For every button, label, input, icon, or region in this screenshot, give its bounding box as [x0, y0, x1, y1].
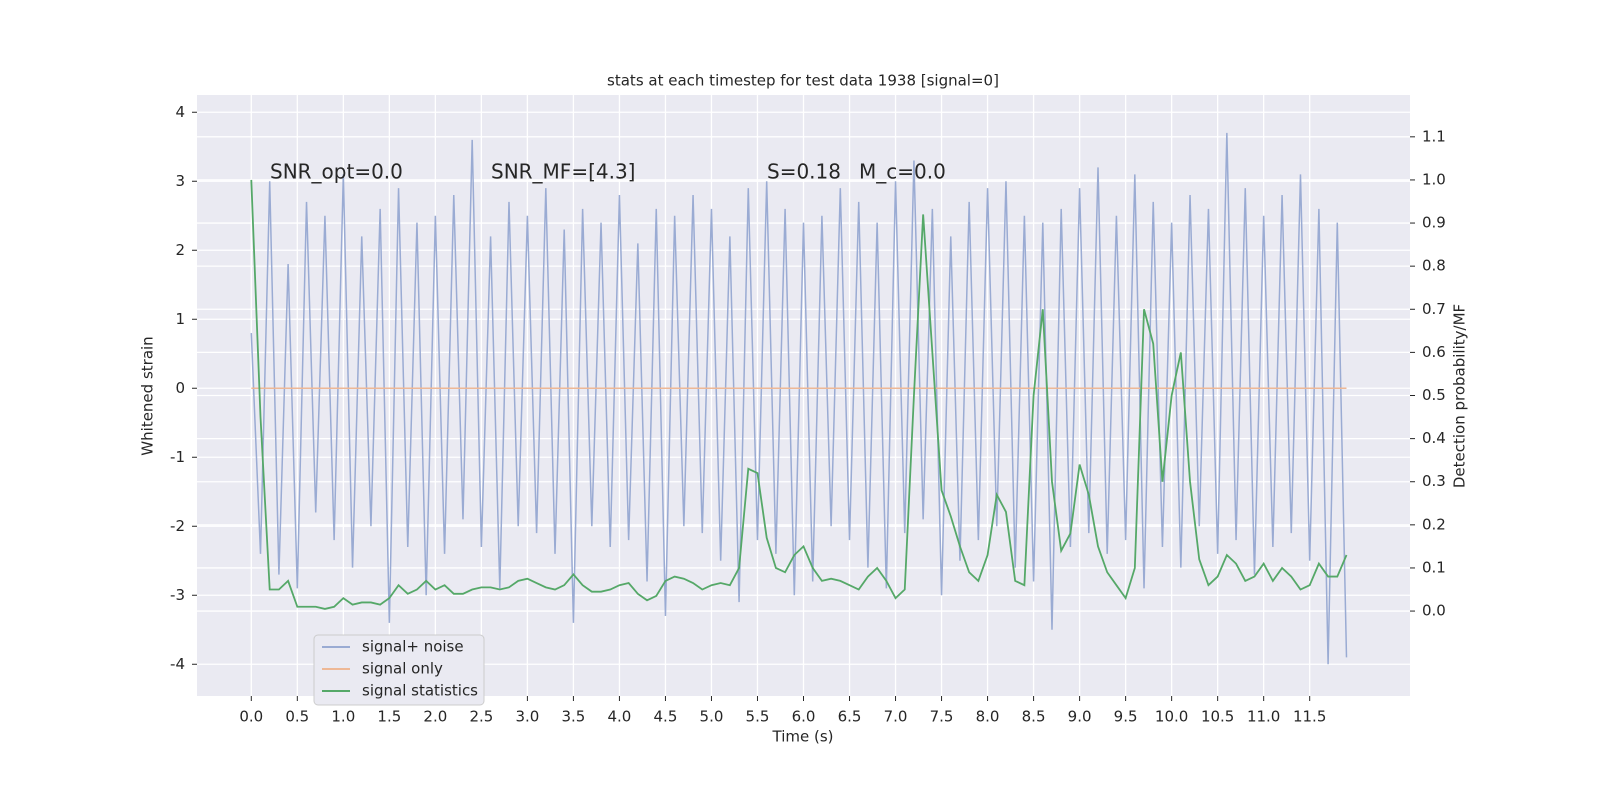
- legend-box: [313, 634, 485, 706]
- x-tick-label: 6.0: [792, 708, 816, 726]
- x-tick-label: 1.5: [377, 708, 401, 726]
- x-tick-label: 3.5: [561, 708, 585, 726]
- y2-tick-label: 0.1: [1422, 558, 1446, 576]
- series-line: [250, 179, 1348, 610]
- x-tick-label: 0.5: [285, 708, 309, 726]
- y2-tick-label: 1.1: [1422, 127, 1446, 145]
- x-tick-label: 1.0: [331, 708, 355, 726]
- x-axis-label: Time (s): [772, 728, 834, 746]
- annotation: S=0.18: [767, 160, 841, 184]
- x-tick-label: 8.5: [1022, 708, 1046, 726]
- x-tick-label: 9.5: [1114, 708, 1138, 726]
- y-axis-label: Whitened strain: [139, 336, 157, 455]
- legend-label: signal only: [362, 660, 443, 678]
- x-tick-label: 7.5: [930, 708, 954, 726]
- x-tick-label: 2.0: [423, 708, 447, 726]
- x-tick-label: 6.5: [838, 708, 862, 726]
- y2-tick-label: 1.0: [1422, 170, 1446, 188]
- y2-tick-label: 0.4: [1422, 429, 1446, 447]
- legend-label: signal+ noise: [362, 638, 464, 656]
- y-tick-label: -2: [170, 517, 185, 535]
- series-line: [250, 132, 1348, 665]
- x-tick-label: 11.0: [1247, 708, 1280, 726]
- x-tick-label: 3.0: [515, 708, 539, 726]
- y2-tick-label: 0.5: [1422, 386, 1446, 404]
- x-tick-label: 0.0: [239, 708, 263, 726]
- y-tick-label: 0: [175, 379, 185, 397]
- x-tick-label: 5.0: [700, 708, 724, 726]
- y-tick-label: 3: [175, 172, 185, 190]
- y2-tick-label: 0.8: [1422, 257, 1446, 275]
- legend: signal+ noise signal only signal statistic…: [313, 634, 485, 706]
- legend-label: signal statistics: [362, 682, 478, 700]
- y2-tick-label: 0.3: [1422, 472, 1446, 490]
- y-tick-label: -3: [170, 586, 185, 604]
- y-tick-label: -1: [170, 448, 185, 466]
- y2-tick-label: 0.2: [1422, 515, 1446, 533]
- annotation: M_c=0.0: [859, 160, 946, 184]
- x-tick-label: 8.0: [976, 708, 1000, 726]
- y-tick-label: 4: [175, 103, 185, 121]
- y2-tick-label: 0.7: [1422, 300, 1446, 318]
- chart-title: stats at each timestep for test data 193…: [607, 72, 999, 90]
- x-tick-label: 10.0: [1155, 708, 1188, 726]
- y-tick-label: 1: [175, 310, 185, 328]
- y2-tick-label: 0.6: [1422, 343, 1446, 361]
- x-tick-label: 2.5: [469, 708, 493, 726]
- x-tick-label: 4.0: [608, 708, 632, 726]
- x-tick-label: 5.5: [746, 708, 770, 726]
- y2-axis-label: Detection probability/MF: [1451, 304, 1469, 488]
- annotation: SNR_opt=0.0: [270, 160, 403, 184]
- x-tick-label: 11.5: [1293, 708, 1326, 726]
- x-tick-label: 7.0: [884, 708, 908, 726]
- annotation: SNR_MF=[4.3]: [491, 160, 635, 184]
- y-tick-label: -4: [170, 655, 185, 673]
- y2-tick-label: 0.9: [1422, 214, 1446, 232]
- y-tick-label: 2: [175, 241, 185, 259]
- x-tick-label: 9.0: [1068, 708, 1092, 726]
- y2-tick-label: 0.0: [1422, 602, 1446, 620]
- x-tick-label: 10.5: [1201, 708, 1234, 726]
- x-tick-label: 4.5: [654, 708, 678, 726]
